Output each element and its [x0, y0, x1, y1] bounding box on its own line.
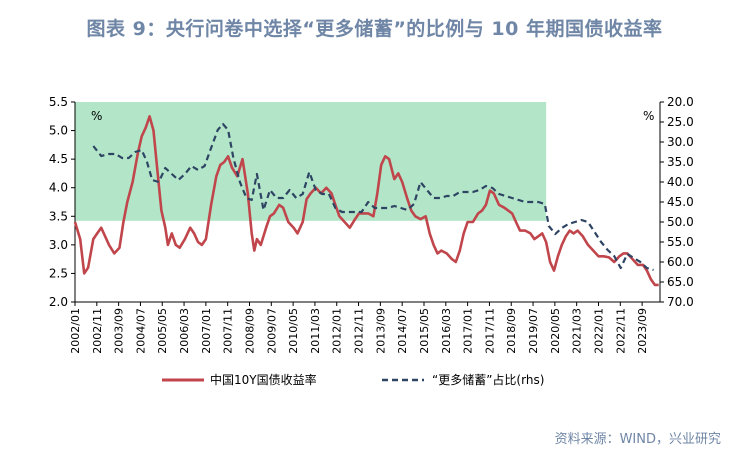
x-tick-label: 2019/07 — [527, 308, 540, 354]
y-right-tick-label: 30.0 — [667, 135, 694, 149]
y-left-tick-label: 3.0 — [49, 238, 68, 252]
x-tick-label: 2010/05 — [287, 308, 300, 354]
axes: 2.0 2.5 3.0 3.5 4.0 4.5 5.0 5.5 20.0 25.0 30.0 35.0… — [49, 95, 694, 354]
x-tick-label: 2016/03 — [440, 308, 453, 354]
series-layer — [73, 115, 659, 287]
y-right-tick-label: 35.0 — [667, 155, 694, 169]
legend-label-savings: “更多储蓄”占比(rhs) — [432, 372, 544, 387]
x-tick-label: 2017/01 — [462, 308, 475, 354]
right-unit-label: % — [643, 109, 654, 123]
y-left-tick-label: 5.0 — [49, 124, 68, 138]
y-left-tick-label: 4.5 — [49, 152, 68, 166]
y-right-tick-label: 20.0 — [667, 95, 694, 109]
y-left-tick-label: 3.5 — [49, 209, 68, 223]
y-left-tick-label: 4.0 — [49, 181, 68, 195]
x-tick-label: 2013/09 — [374, 308, 387, 354]
x-tick-label: 2021/03 — [571, 308, 584, 354]
y-right-tick-label: 45.0 — [667, 195, 694, 209]
shaded-band — [75, 102, 547, 221]
x-tick-label: 2004/07 — [134, 308, 147, 354]
series-line-yield — [73, 115, 659, 287]
shaded-region — [75, 102, 547, 221]
x-tick-label: 2022/01 — [592, 308, 605, 354]
x-tick-label: 2003/09 — [113, 308, 126, 354]
x-tick-label: 2017/11 — [483, 308, 496, 354]
page-title: 图表 9：央行问卷中选择“更多储蓄”的比例与 10 年期国债收益率 — [86, 18, 663, 40]
x-tick-label: 2023/09 — [636, 308, 649, 354]
x-tick-label: 2005/05 — [156, 308, 169, 354]
x-tick-label: 2009/07 — [265, 308, 278, 354]
x-tick-label: 2006/03 — [178, 308, 191, 354]
y-right-tick-label: 25.0 — [667, 115, 694, 129]
x-tick-label: 2011/03 — [309, 308, 322, 354]
series-line-savings — [92, 122, 654, 272]
x-tick-label: 2018/09 — [505, 308, 518, 354]
y-left-tick-label: 2.5 — [49, 266, 68, 280]
x-tick-label: 2002/01 — [69, 308, 82, 354]
x-tick-label: 2007/11 — [222, 308, 235, 354]
legend: 中国10Y国债收益率 “更多储蓄”占比(rhs) — [162, 372, 544, 387]
x-tick-label: 2007/01 — [200, 308, 213, 354]
x-tick-label: 2014/07 — [396, 308, 409, 354]
y-right-tick-label: 70.0 — [667, 295, 694, 309]
x-tick-label: 2008/09 — [243, 308, 256, 354]
x-tick-label: 2020/05 — [549, 308, 562, 354]
y-right-tick-label: 50.0 — [667, 215, 694, 229]
source-note: 资料来源：WIND，兴业研究 — [554, 432, 721, 447]
y-right-tick-label: 60.0 — [667, 255, 694, 269]
x-tick-label: 2002/11 — [91, 308, 104, 354]
y-right-tick-label: 55.0 — [667, 235, 694, 249]
y-left-tick-label: 2.0 — [49, 295, 68, 309]
y-right-tick-label: 65.0 — [667, 275, 694, 289]
x-tick-label: 2022/11 — [614, 308, 627, 354]
x-tick-label: 2012/01 — [331, 308, 344, 354]
left-unit-label: % — [91, 109, 102, 123]
y-right-tick-label: 40.0 — [667, 175, 694, 189]
x-tick-label: 2015/05 — [418, 308, 431, 354]
legend-label-yield: 中国10Y国债收益率 — [210, 372, 317, 387]
x-tick-label: 2012/11 — [353, 308, 366, 354]
y-left-tick-label: 5.5 — [49, 95, 68, 109]
